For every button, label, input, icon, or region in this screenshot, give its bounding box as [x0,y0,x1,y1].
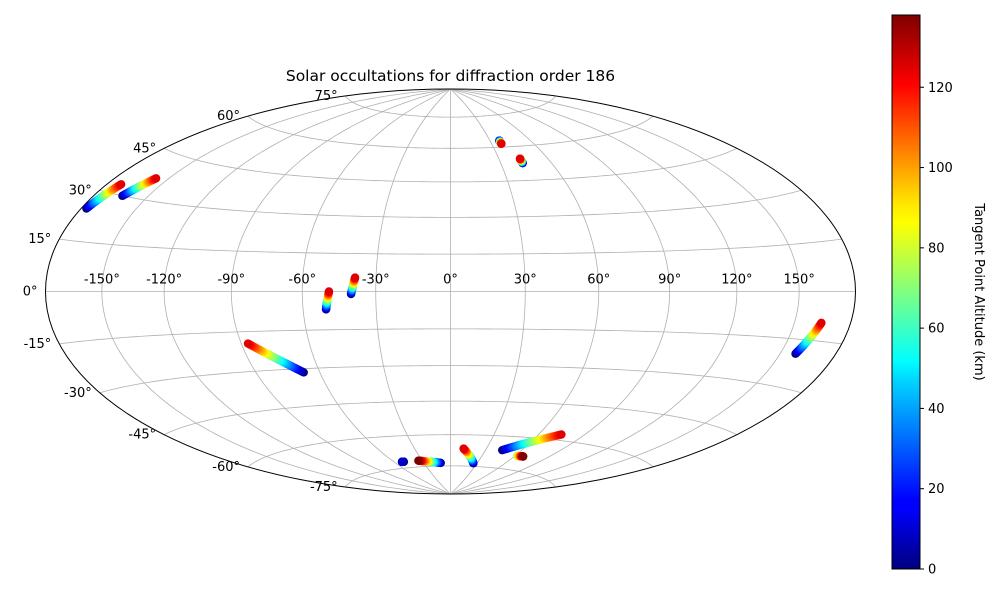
chart-title: Solar occultations for diffraction order… [286,67,615,85]
occultation-point [151,174,161,183]
longitude-tick-label: 90° [658,273,681,288]
longitude-tick-label: -120° [146,273,182,288]
parallel-line [99,189,802,218]
longitude-tick-label: 150° [784,273,815,288]
parallel-line [59,238,842,255]
map-boundary [45,88,856,495]
parallel-line [345,465,556,488]
parallel-line [59,328,842,345]
colorbar-label: Tangent Point Altitude (km) [971,202,986,380]
colorbar: 0 20 40 60 80 100 120 Tangent Point Altitude (… [891,14,986,578]
occultation-point [817,318,826,328]
longitude-tick-label: -150° [84,273,120,288]
occultation-point [515,154,525,163]
parallel-line [345,95,556,118]
latitude-tick-label: -60° [212,460,240,475]
colorbar-tick-label: 20 [928,482,945,497]
parallel-line [99,365,802,394]
latitude-tick-label: 30° [69,183,92,198]
longitude-tick-label: 30° [514,273,537,288]
occultation-point [557,430,566,439]
longitude-tick-labels: -150° -120° -90° -60° -30° 0° 30° 60° 90° 120° 150… [84,273,815,288]
occultation-point [324,287,334,296]
colorbar-tick-label: 80 [928,241,945,256]
latitude-tick-label: -45° [128,428,156,443]
latitude-tick-label: -30° [64,386,92,401]
longitude-tick-label: -60° [288,273,316,288]
latitude-tick-label: 75° [315,89,338,104]
latitude-tick-label: 45° [133,141,156,156]
parallel-line [163,400,738,436]
colorbar-ticks: 0 20 40 60 80 100 120 [920,81,953,578]
longitude-tick-label: -30° [362,273,390,288]
colorbar-gradient [891,14,921,570]
parallel-line [247,115,654,149]
occultation-point [497,139,506,149]
latitude-tick-label: -15° [24,337,52,352]
latitude-tick-labels: -75° -60° -45° -30° -15° 0° 15° 30° 45° 60° 75° [23,89,338,495]
longitude-tick-label: 60° [587,273,610,288]
colorbar-tick-label: 100 [928,161,953,176]
longitude-tick-label: -90° [217,273,245,288]
occultation-point [350,273,360,282]
occultation-point [243,339,253,348]
latitude-tick-label: 15° [28,232,51,247]
occultation-point [116,180,126,189]
occultation-point [459,444,468,453]
longitude-tick-label: 120° [721,273,752,288]
graticule-grid [45,89,856,494]
parallel-line [247,434,654,468]
occultation-point [518,452,528,461]
colorbar-tick-label: 60 [928,322,945,337]
colorbar-tick-label: 40 [928,402,945,417]
colorbar-tick-label: 120 [928,81,953,96]
occultation-point [397,457,407,467]
parallel-line [163,147,738,183]
colorbar-tick-label: 0 [928,563,936,578]
occultation-point [414,456,423,465]
latitude-tick-label: 60° [217,109,240,124]
latitude-tick-label: -75° [310,480,338,495]
occultation-tracks [82,136,826,468]
longitude-tick-label: 0° [443,273,458,288]
latitude-tick-label: 0° [23,285,38,300]
